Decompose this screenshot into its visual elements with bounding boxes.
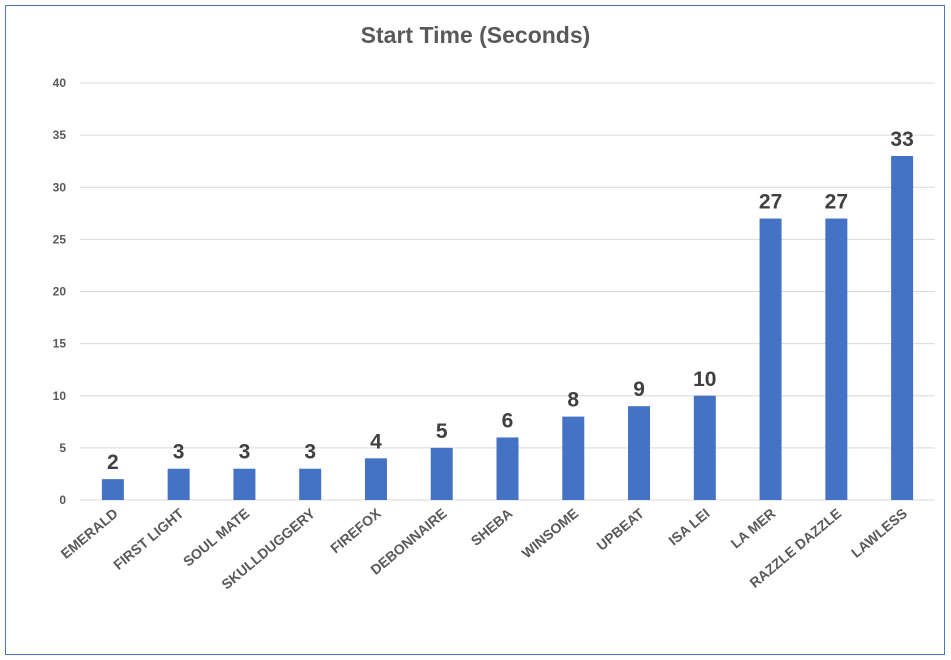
category-label: LAWLESS [848, 505, 910, 561]
data-label: 27 [759, 191, 782, 214]
bar [496, 437, 519, 500]
bars [101, 155, 914, 500]
bar [628, 406, 651, 500]
bar [233, 468, 256, 500]
bar [430, 447, 453, 500]
y-tick-label: 40 [53, 76, 67, 90]
data-label: 4 [370, 430, 382, 453]
category-label: WINSOME [518, 505, 581, 561]
category-label: SHEBA [468, 505, 516, 549]
bar [101, 479, 124, 500]
category-label: FIRST LIGHT [110, 505, 187, 573]
y-tick-label: 10 [53, 389, 67, 403]
category-label: ISA LEI [665, 505, 712, 548]
category-label: LA MER [728, 505, 779, 551]
data-label: 27 [825, 191, 848, 214]
data-label: 10 [693, 368, 716, 391]
data-label: 2 [107, 451, 119, 474]
bar [759, 218, 782, 500]
y-tick-label: 0 [59, 493, 66, 507]
category-label: UPBEAT [593, 505, 647, 554]
y-axis-ticks: 0 5 10 15 20 25 30 35 40 [53, 76, 67, 507]
data-label: 33 [890, 128, 913, 151]
chart-frame [5, 5, 945, 655]
data-label: 5 [436, 420, 448, 443]
data-label: 3 [304, 441, 316, 464]
bar [891, 155, 914, 500]
data-label: 8 [567, 389, 579, 412]
bar [825, 218, 848, 500]
data-label: 3 [173, 441, 185, 464]
data-label: 3 [239, 441, 251, 464]
data-label: 9 [633, 378, 645, 401]
bar [167, 468, 190, 500]
category-label: EMERALD [57, 505, 120, 562]
bar [562, 416, 585, 500]
y-tick-label: 30 [53, 180, 67, 194]
y-tick-label: 15 [53, 337, 67, 351]
data-label: 6 [502, 409, 514, 432]
y-tick-label: 5 [59, 441, 66, 455]
bar [364, 458, 387, 500]
y-tick-label: 35 [53, 128, 67, 142]
bar [693, 395, 716, 500]
chart-title: Start Time (Seconds) [360, 22, 591, 48]
gridlines [80, 82, 935, 501]
y-tick-label: 20 [53, 285, 67, 299]
category-label: FIREFOX [327, 505, 384, 557]
y-tick-label: 25 [53, 232, 67, 246]
bar [299, 468, 322, 500]
